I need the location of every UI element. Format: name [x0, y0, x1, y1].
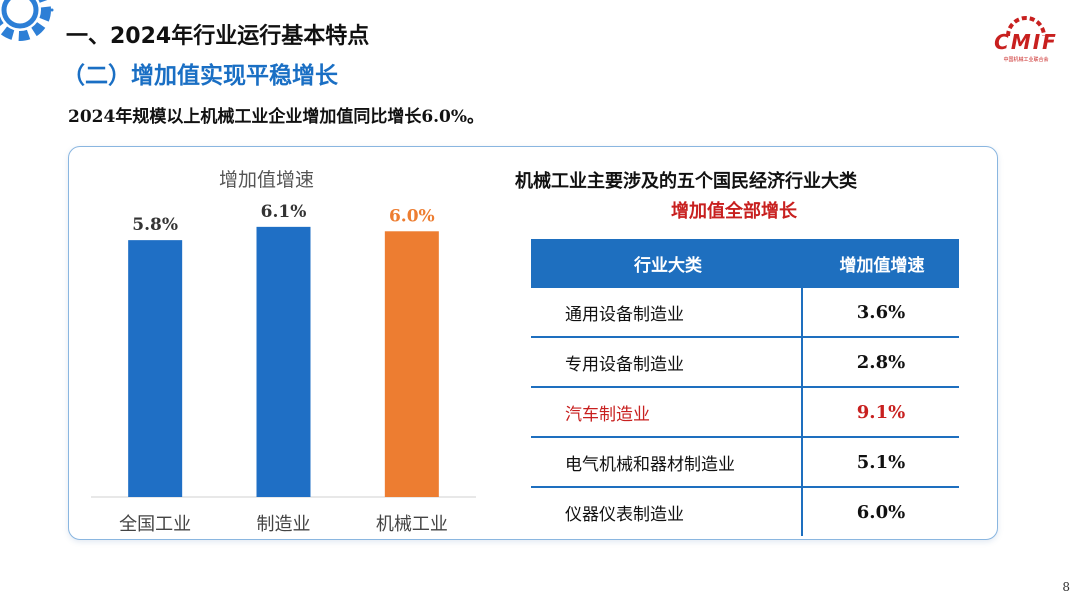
industry-growth: 9.1%	[856, 401, 906, 423]
table-header-row: 行业大类 增加值增速	[531, 239, 959, 288]
table-subtitle: 增加值全部增长	[671, 201, 797, 222]
page-title: 一、2024年行业运行基本特点	[66, 24, 370, 49]
table-row: 电气机械和器材制造业 5.1%	[531, 438, 959, 488]
page-number: 8	[1062, 580, 1070, 594]
table-header-industry: 行业大类	[634, 256, 702, 276]
bar-chart: 5.8% 全国工业 6.1% 制造业 6.0% 机械工业	[91, 202, 476, 535]
logo-gear-icon	[1006, 16, 1046, 37]
bar-1	[256, 226, 311, 497]
industry-growth: 2.8%	[856, 351, 906, 373]
summary-text: 2024年规模以上机械工业企业增加值同比增长6.0%。	[68, 107, 485, 127]
x-tick-label-2: 机械工业	[376, 514, 448, 535]
section-subtitle: （二）增加值实现平稳增长	[62, 63, 338, 89]
industry-growth: 3.6%	[856, 301, 906, 323]
data-label-1: 6.1%	[261, 202, 307, 222]
industry-growth: 5.1%	[856, 451, 906, 473]
table-header-growth: 增加值增速	[839, 256, 925, 276]
table-row: 通用设备制造业 3.6%	[531, 288, 959, 338]
table-row: 专用设备制造业 2.8%	[531, 338, 959, 388]
industry-name: 汽车制造业	[531, 388, 803, 436]
industry-name: 专用设备制造业	[531, 338, 803, 386]
logo-subtext: 中国机械工业联合会	[1003, 57, 1049, 63]
data-label-2: 6.0%	[389, 206, 435, 226]
industry-name: 通用设备制造业	[531, 288, 803, 336]
industry-growth: 6.0%	[856, 501, 906, 523]
cmif-logo: CMIF 中国机械工业联合会	[986, 8, 1066, 68]
data-label-0: 5.8%	[132, 215, 178, 235]
x-tick-label-0: 全国工业	[119, 514, 191, 535]
industry-name: 仪器仪表制造业	[531, 488, 803, 536]
gear-icon	[0, 0, 54, 41]
table-title: 机械工业主要涉及的五个国民经济行业大类	[515, 171, 857, 192]
bar-2	[384, 231, 439, 497]
table-row: 汽车制造业 9.1%	[531, 388, 959, 438]
bar-0	[128, 240, 183, 497]
industry-name: 电气机械和器材制造业	[531, 438, 803, 486]
logo-text: CMIF	[994, 30, 1058, 54]
industry-table: 行业大类 增加值增速 通用设备制造业 3.6% 专用设备制造业 2.8% 汽车制…	[531, 239, 959, 536]
table-row: 仪器仪表制造业 6.0%	[531, 488, 959, 536]
chart-title: 增加值增速	[219, 169, 315, 191]
x-tick-label-1: 制造业	[257, 514, 311, 535]
content-panel: 增加值增速 5.8% 全国工业 6.1% 制造业 6.0% 机械工业 机械工业主要涉及的五…	[68, 146, 998, 540]
